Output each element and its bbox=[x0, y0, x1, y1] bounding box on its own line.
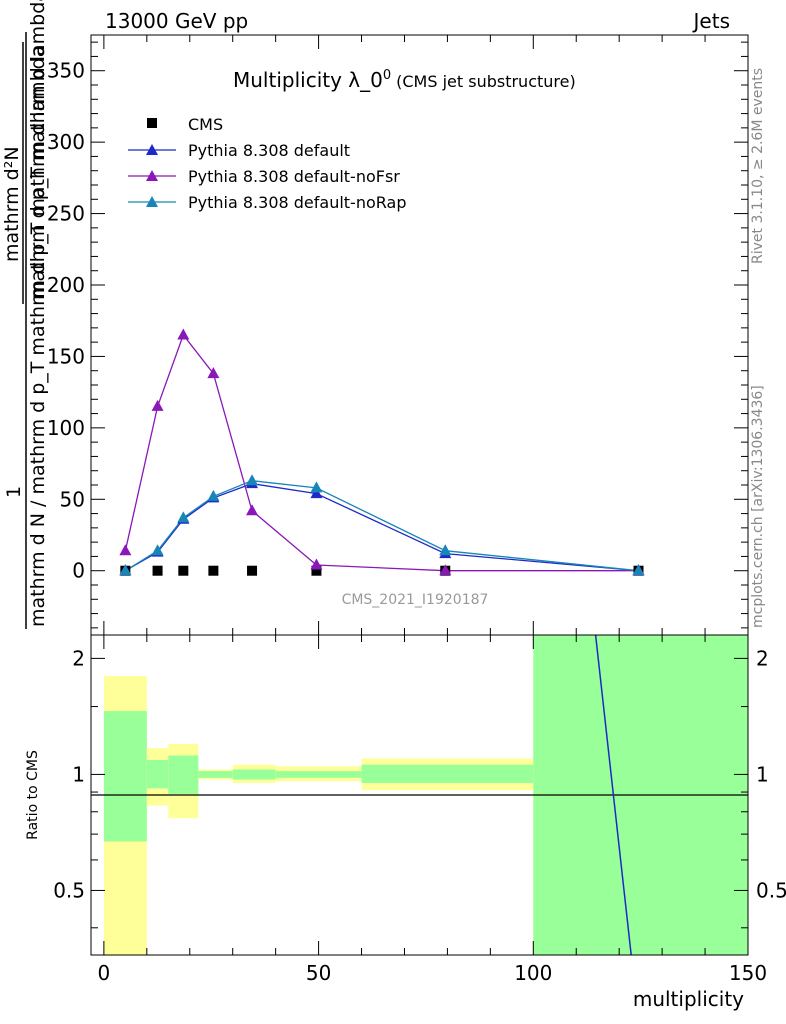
ratio-band-green bbox=[198, 771, 233, 778]
main-ytick-label: 50 bbox=[60, 487, 85, 511]
ratio-ytick-label-left: 1 bbox=[72, 762, 85, 786]
main-series-markers bbox=[119, 328, 645, 576]
data-point-cms bbox=[178, 565, 189, 576]
x-tick-label: 50 bbox=[306, 961, 331, 985]
ylabel-denominator-two: mathrm d p_T mathrm d lambda bbox=[27, 0, 49, 300]
chart-title-main: Multiplicity λ_0 bbox=[233, 68, 383, 92]
legend-label-cms: CMS bbox=[188, 115, 223, 134]
ratio-band-green bbox=[103, 711, 147, 842]
series-line-1 bbox=[125, 482, 639, 572]
ratio-ytick-label-left: 2 bbox=[72, 646, 85, 670]
ratio-panel: 0.5 0.5 1 1 2 2 0 50 100 150 Ratio to CMS multipl… bbox=[25, 634, 786, 1011]
ylabel-numerator-one: 1 bbox=[3, 486, 25, 498]
header-left-text: 13000 GeV pp bbox=[105, 9, 248, 33]
legend-marker-default bbox=[146, 144, 158, 155]
data-point-series-3 bbox=[151, 544, 164, 556]
ylabel-numerator-two: mathrm d²N bbox=[1, 146, 23, 262]
legend-marker-cms bbox=[147, 118, 157, 128]
x-tick-label: 0 bbox=[98, 961, 111, 985]
main-ytick-label: 100 bbox=[47, 416, 85, 440]
ratio-band-green bbox=[146, 759, 169, 789]
data-point-series-2 bbox=[246, 504, 259, 516]
ratio-ytick-label-right: 1 bbox=[756, 762, 769, 786]
main-series-lines bbox=[124, 333, 639, 572]
rivet-version-text: Rivet 3.1.10, ≥ 2.6M events bbox=[750, 68, 766, 264]
ratio-series-line-0 bbox=[594, 634, 632, 956]
ratio-ylabel: Ratio to CMS bbox=[25, 750, 41, 840]
legend-label-nofsr: Pythia 8.308 default-noFsr bbox=[188, 167, 400, 186]
x-tick-label: 150 bbox=[729, 961, 767, 985]
data-point-cms bbox=[311, 565, 322, 576]
analysis-watermark: CMS_2021_I1920187 bbox=[342, 592, 489, 608]
main-ytick-label: 150 bbox=[47, 344, 85, 368]
ratio-band-green bbox=[168, 755, 199, 794]
ratio-ytick-label-right: 0.5 bbox=[756, 878, 786, 902]
chart-title-superscript: 0 bbox=[383, 68, 391, 83]
main-axes: 0 50 100 150 200 250 300 350 bbox=[47, 35, 749, 635]
data-point-series-1 bbox=[310, 487, 323, 499]
ratio-ytick-label-right: 2 bbox=[756, 646, 769, 670]
ratio-panel-frame bbox=[90, 634, 749, 956]
data-point-series-3 bbox=[207, 489, 220, 501]
series-line-2 bbox=[124, 333, 639, 572]
series-line-3 bbox=[125, 480, 639, 572]
main-ytick-label: 300 bbox=[47, 130, 85, 154]
data-point-series-2 bbox=[177, 328, 190, 340]
main-ytick-label: 250 bbox=[47, 202, 85, 226]
legend-label-default: Pythia 8.308 default bbox=[188, 141, 350, 160]
ratio-band-green bbox=[275, 771, 362, 778]
data-point-series-3 bbox=[246, 474, 259, 486]
data-point-series-2 bbox=[439, 564, 452, 576]
chart-title: Multiplicity λ_00 (CMS jet substructure) bbox=[233, 68, 576, 92]
data-point-series-3 bbox=[632, 564, 645, 576]
data-point-cms bbox=[208, 565, 219, 576]
data-point-series-2 bbox=[310, 558, 323, 570]
main-ytick-label: 0 bbox=[72, 559, 85, 583]
data-point-series-2 bbox=[207, 367, 220, 379]
ratio-axes: 0.5 0.5 1 1 2 2 0 50 100 150 bbox=[53, 635, 786, 985]
legend-marker-nofsr bbox=[146, 170, 158, 181]
chart-title-paren: (CMS jet substructure) bbox=[396, 72, 576, 91]
data-point-series-2 bbox=[119, 544, 132, 556]
ylabel-denominator-one: mathrm d N / mathrm d p_T mathrm d p_T m… bbox=[27, 46, 49, 627]
data-point-series-3 bbox=[439, 544, 452, 556]
main-ytick-label: 200 bbox=[47, 273, 85, 297]
x-tick-label: 100 bbox=[514, 961, 552, 985]
legend-marker-norap bbox=[146, 196, 158, 207]
main-ylabel: 1 mathrm d N / mathrm d p_T mathrm d p_T… bbox=[1, 0, 49, 629]
data-point-cms bbox=[152, 565, 163, 576]
mcplots-reference-text: mcplots.cern.ch [arXiv:1306.3436] bbox=[750, 385, 766, 628]
data-point-series-2 bbox=[151, 399, 164, 411]
legend-label-norap: Pythia 8.308 default-noRap bbox=[188, 193, 406, 212]
ratio-series-lines bbox=[594, 634, 632, 956]
main-ytick-label: 350 bbox=[47, 59, 85, 83]
header-right-text: Jets bbox=[692, 9, 730, 33]
ratio-band-green bbox=[361, 764, 534, 784]
data-point-series-3 bbox=[119, 564, 132, 576]
data-point-series-3 bbox=[310, 481, 323, 493]
x-axis-label: multiplicity bbox=[633, 987, 744, 1011]
data-point-series-3 bbox=[177, 511, 190, 523]
ratio-band-green bbox=[232, 769, 276, 780]
data-point-cms bbox=[247, 565, 258, 576]
ratio-ytick-label-left: 0.5 bbox=[53, 878, 85, 902]
legend: CMS Pythia 8.308 default Pythia 8.308 de… bbox=[128, 115, 406, 212]
